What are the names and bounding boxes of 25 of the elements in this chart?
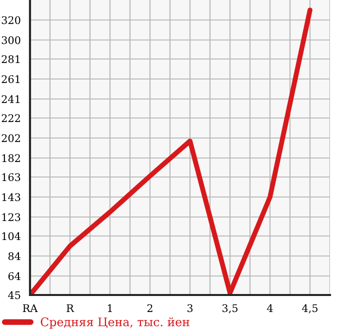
y-tick-label: 222 <box>2 114 20 122</box>
y-tick-label: 84 <box>8 252 20 260</box>
y-tick-label: 104 <box>2 232 20 240</box>
y-tick-label: 241 <box>2 95 20 103</box>
legend-label: Средняя Цена, тыс. йен <box>40 317 190 329</box>
x-tick-label: RA <box>22 304 38 312</box>
y-tick-label: 143 <box>2 193 20 202</box>
y-tick-label: 320 <box>2 16 20 24</box>
y-tick-label: 281 <box>2 55 20 64</box>
y-tick-label: 202 <box>2 134 20 142</box>
y-tick-label: 45 <box>8 291 20 300</box>
x-tick-label: 3,5 <box>222 304 238 314</box>
x-tick-label: 1 <box>108 304 112 312</box>
y-tick-label: 163 <box>2 173 20 182</box>
x-tick-label: 2 <box>147 304 152 312</box>
x-tick-label: R <box>66 304 74 312</box>
x-tick-label: 3 <box>187 304 193 312</box>
y-tick-label: 182 <box>2 154 20 162</box>
y-tick-label: 123 <box>2 213 20 222</box>
x-tick-label: 4 <box>267 304 273 312</box>
y-tick-label: 261 <box>2 75 20 84</box>
y-tick-label: 64 <box>8 272 20 280</box>
y-tick-label: 300 <box>2 36 20 44</box>
line-series <box>30 8 312 295</box>
x-tick-label: 4,5 <box>302 304 318 314</box>
